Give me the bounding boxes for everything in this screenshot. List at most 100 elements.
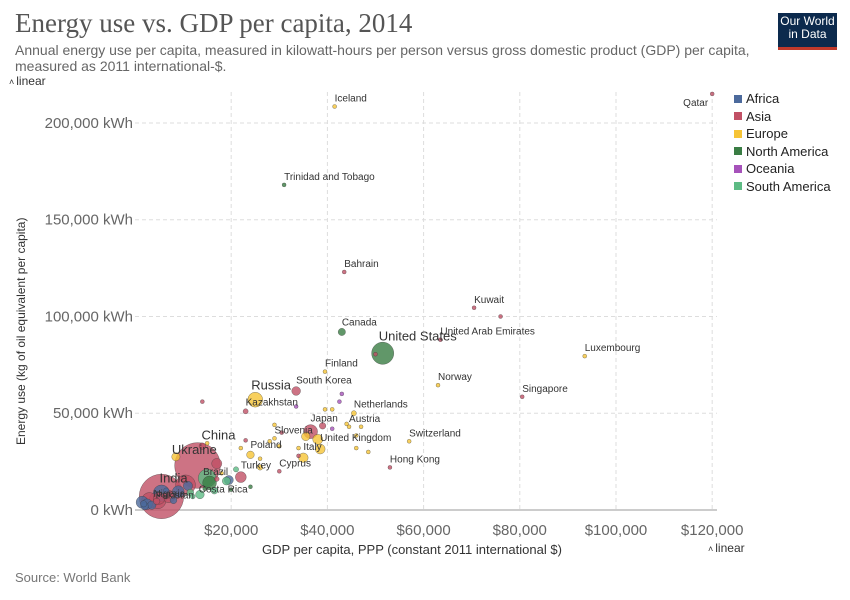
point-label: India (159, 470, 188, 485)
legend-label: Europe (746, 126, 788, 142)
data-point-iceland[interactable] (332, 104, 337, 109)
caret-icon: ˄ (708, 544, 714, 554)
data-point-country[interactable] (210, 487, 219, 495)
legend-item-asia[interactable]: Asia (734, 108, 831, 126)
data-point-country[interactable] (276, 443, 282, 449)
data-point-south-korea[interactable] (291, 386, 301, 396)
legend-item-north-america[interactable]: North America (734, 143, 831, 161)
data-point-country[interactable] (228, 487, 234, 492)
data-point-country[interactable] (169, 496, 178, 504)
data-point-country[interactable] (354, 445, 359, 451)
point-label: Netherlands (354, 400, 408, 411)
point-label: Iceland (335, 94, 367, 105)
point-label: Cyprus (279, 458, 311, 469)
y-axis-label: Energy use (kg of oil equivalent per cap… (14, 218, 28, 445)
chart-subtitle: Annual energy use per capita, measured i… (15, 42, 750, 74)
data-point-poland[interactable] (246, 450, 255, 459)
data-point-country[interactable] (366, 449, 371, 455)
data-point-country[interactable] (339, 391, 345, 397)
data-point-united-kingdom[interactable] (314, 443, 326, 455)
data-point-country[interactable] (195, 489, 205, 500)
data-point-country[interactable] (319, 422, 327, 430)
data-point-qatar[interactable] (709, 91, 715, 97)
data-point-russia[interactable] (247, 392, 263, 408)
data-point-country[interactable] (322, 407, 328, 412)
data-point-kuwait[interactable] (471, 305, 477, 311)
data-point-singapore[interactable] (519, 394, 525, 400)
data-point-austria[interactable] (346, 424, 352, 430)
data-point-country[interactable] (233, 466, 239, 473)
point-label: Qatar (683, 98, 709, 109)
legend-item-europe[interactable]: Europe (734, 125, 831, 143)
data-point-country[interactable] (222, 476, 231, 486)
data-point-country[interactable] (329, 407, 335, 412)
y-scale-toggle[interactable]: ˄ linear (9, 74, 46, 88)
data-point-costa-rica[interactable] (202, 486, 207, 491)
data-point-country[interactable] (153, 497, 161, 505)
data-point-country[interactable] (358, 424, 364, 430)
legend-label: Africa (746, 91, 780, 107)
data-point-country[interactable] (267, 439, 272, 444)
data-point-country[interactable] (189, 493, 196, 500)
data-point-country[interactable] (498, 314, 503, 319)
data-point-country[interactable] (279, 430, 284, 435)
owid-logo[interactable]: Our World in Data (778, 13, 837, 50)
point-label: Singapore (522, 384, 568, 395)
data-point-country[interactable] (344, 421, 349, 427)
data-point-country[interactable] (243, 438, 248, 443)
x-scale-toggle[interactable]: ˄ linear (708, 541, 745, 555)
data-point-country[interactable] (301, 431, 311, 441)
point-label: Bahrain (344, 259, 378, 270)
data-point-ukraine[interactable] (171, 452, 181, 462)
data-point-luxembourg[interactable] (582, 353, 587, 359)
legend-swatch (734, 164, 742, 173)
data-point-country[interactable] (296, 445, 301, 451)
data-point-netherlands[interactable] (351, 410, 357, 417)
data-point-country[interactable] (200, 399, 205, 404)
data-point-cyprus[interactable] (277, 469, 282, 474)
point-label: Japan (311, 414, 338, 425)
data-point-country[interactable] (219, 470, 224, 476)
data-point-trinidad-and-tobago[interactable] (281, 182, 287, 188)
data-point-country[interactable] (272, 422, 277, 428)
data-point-country[interactable] (140, 500, 148, 508)
data-point-country[interactable] (296, 453, 301, 459)
data-point-country[interactable] (204, 440, 210, 446)
data-point-united-states[interactable] (371, 341, 395, 365)
data-point-country[interactable] (211, 458, 223, 469)
data-point-hong-kong[interactable] (387, 465, 393, 470)
data-point-country[interactable] (248, 484, 253, 490)
data-point-kazakhstan[interactable] (242, 408, 249, 415)
point-label: China (202, 427, 237, 442)
data-point-canada[interactable] (337, 328, 346, 336)
caret-icon: ˄ (9, 77, 15, 87)
data-point-country[interactable] (373, 351, 378, 357)
data-point-country[interactable] (214, 476, 220, 482)
data-point-country[interactable] (329, 426, 335, 431)
data-point-country[interactable] (257, 464, 264, 471)
data-point-country[interactable] (312, 434, 324, 445)
data-point-switzerland[interactable] (406, 439, 412, 444)
data-point-country[interactable] (198, 442, 206, 450)
data-point-country[interactable] (354, 433, 359, 438)
data-point-slovenia[interactable] (272, 436, 277, 441)
data-point-country[interactable] (257, 456, 263, 461)
data-point-country[interactable] (337, 399, 342, 404)
data-point-finland[interactable] (322, 369, 328, 374)
data-point-turkey[interactable] (235, 471, 247, 483)
data-point-country[interactable] (202, 475, 217, 491)
logo-line-1: Our World (780, 14, 835, 28)
legend-item-south-america[interactable]: South America (734, 178, 831, 196)
legend-item-oceania[interactable]: Oceania (734, 160, 831, 178)
point-label: Slovenia (274, 425, 313, 436)
data-point-country[interactable] (293, 404, 299, 409)
data-point-country[interactable] (172, 485, 185, 498)
data-point-country[interactable] (238, 445, 244, 451)
legend-item-africa[interactable]: Africa (734, 90, 831, 108)
point-label: Ukraine (172, 442, 217, 457)
data-point-united-arab-emirates[interactable] (438, 337, 443, 342)
data-point-country[interactable] (163, 487, 170, 494)
data-point-bahrain[interactable] (341, 269, 347, 275)
data-point-norway[interactable] (435, 382, 441, 388)
point-label: Austria (349, 414, 381, 425)
